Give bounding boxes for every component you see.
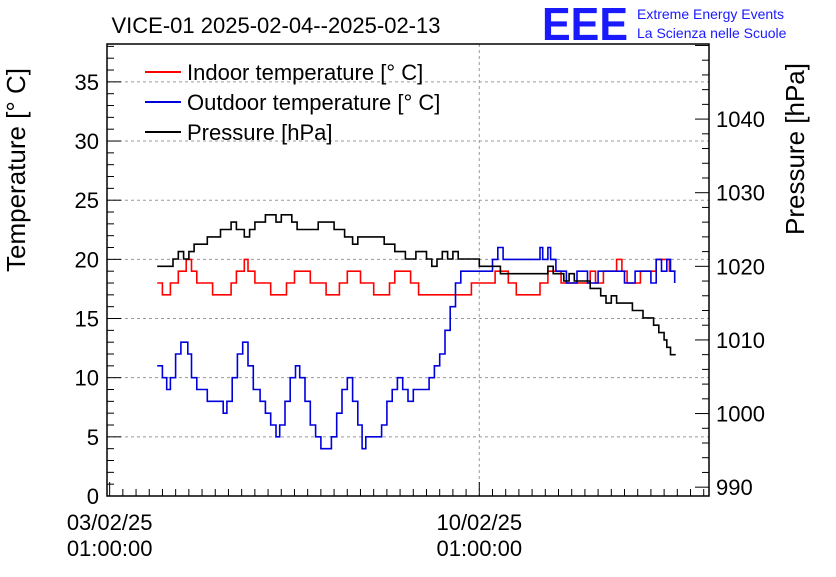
y-axis-tick-label: 5 [87,425,99,450]
y2-axis-tick-label: 990 [716,475,753,500]
legend-item-outdoor: Outdoor temperature [° C] [145,90,440,115]
eee-logo-line1: Extreme Energy Events [637,6,784,22]
x-axis-tick-label-date: 10/02/25 [436,510,522,535]
axes: 0 5 10 15 20 25 30 35 990 1000 1010 1020 1030 1040 03/… [67,43,765,561]
legend-item-indoor: Indoor temperature [° C] [145,60,423,85]
chart-title: VICE-01 2025-02-04--2025-02-13 [112,13,441,38]
y-axis-tick-label: 25 [75,188,99,213]
y2-axis-tick-label: 1000 [716,402,765,427]
series-line-pressure [157,214,676,356]
y2-axis-tick-label: 1040 [716,107,765,132]
y-axis-label: Temperature [° C] [1,68,31,272]
legend-label-outdoor: Outdoor temperature [° C] [187,90,440,115]
y-axis-tick-label: 10 [75,366,99,391]
plot-frame [106,43,710,497]
y-axis-tick-label: 0 [87,484,99,509]
y2-axis-label: Pressure [hPa] [780,63,810,235]
y2-axis-tick-label: 1030 [716,181,765,206]
legend: Indoor temperature [° C] Outdoor tempera… [145,60,440,145]
series-group [157,214,676,450]
y-axis-tick-label: 15 [75,307,99,332]
x-axis-tick-label-time: 01:00:00 [67,536,153,561]
legend-item-pressure: Pressure [hPa] [145,120,333,145]
eee-logo-line2: La Scienza nelle Scuole [637,25,787,41]
eee-logo: EEE Extreme Energy Events La Scienza nel… [542,0,787,50]
y-axis-tick-label: 30 [75,129,99,154]
eee-logo-mark: EEE [542,0,628,50]
x-axis-tick-label-time: 01:00:00 [436,536,522,561]
legend-label-pressure: Pressure [hPa] [187,120,333,145]
y-axis-tick-label: 35 [75,70,99,95]
series-line-outdoor [157,246,676,450]
y2-axis-tick-label: 1020 [716,254,765,279]
y-axis-tick-label: 20 [75,247,99,272]
y2-axis-tick-label: 1010 [716,328,765,353]
x-axis-tick-label-date: 03/02/25 [67,510,153,535]
legend-label-indoor: Indoor temperature [° C] [187,60,423,85]
